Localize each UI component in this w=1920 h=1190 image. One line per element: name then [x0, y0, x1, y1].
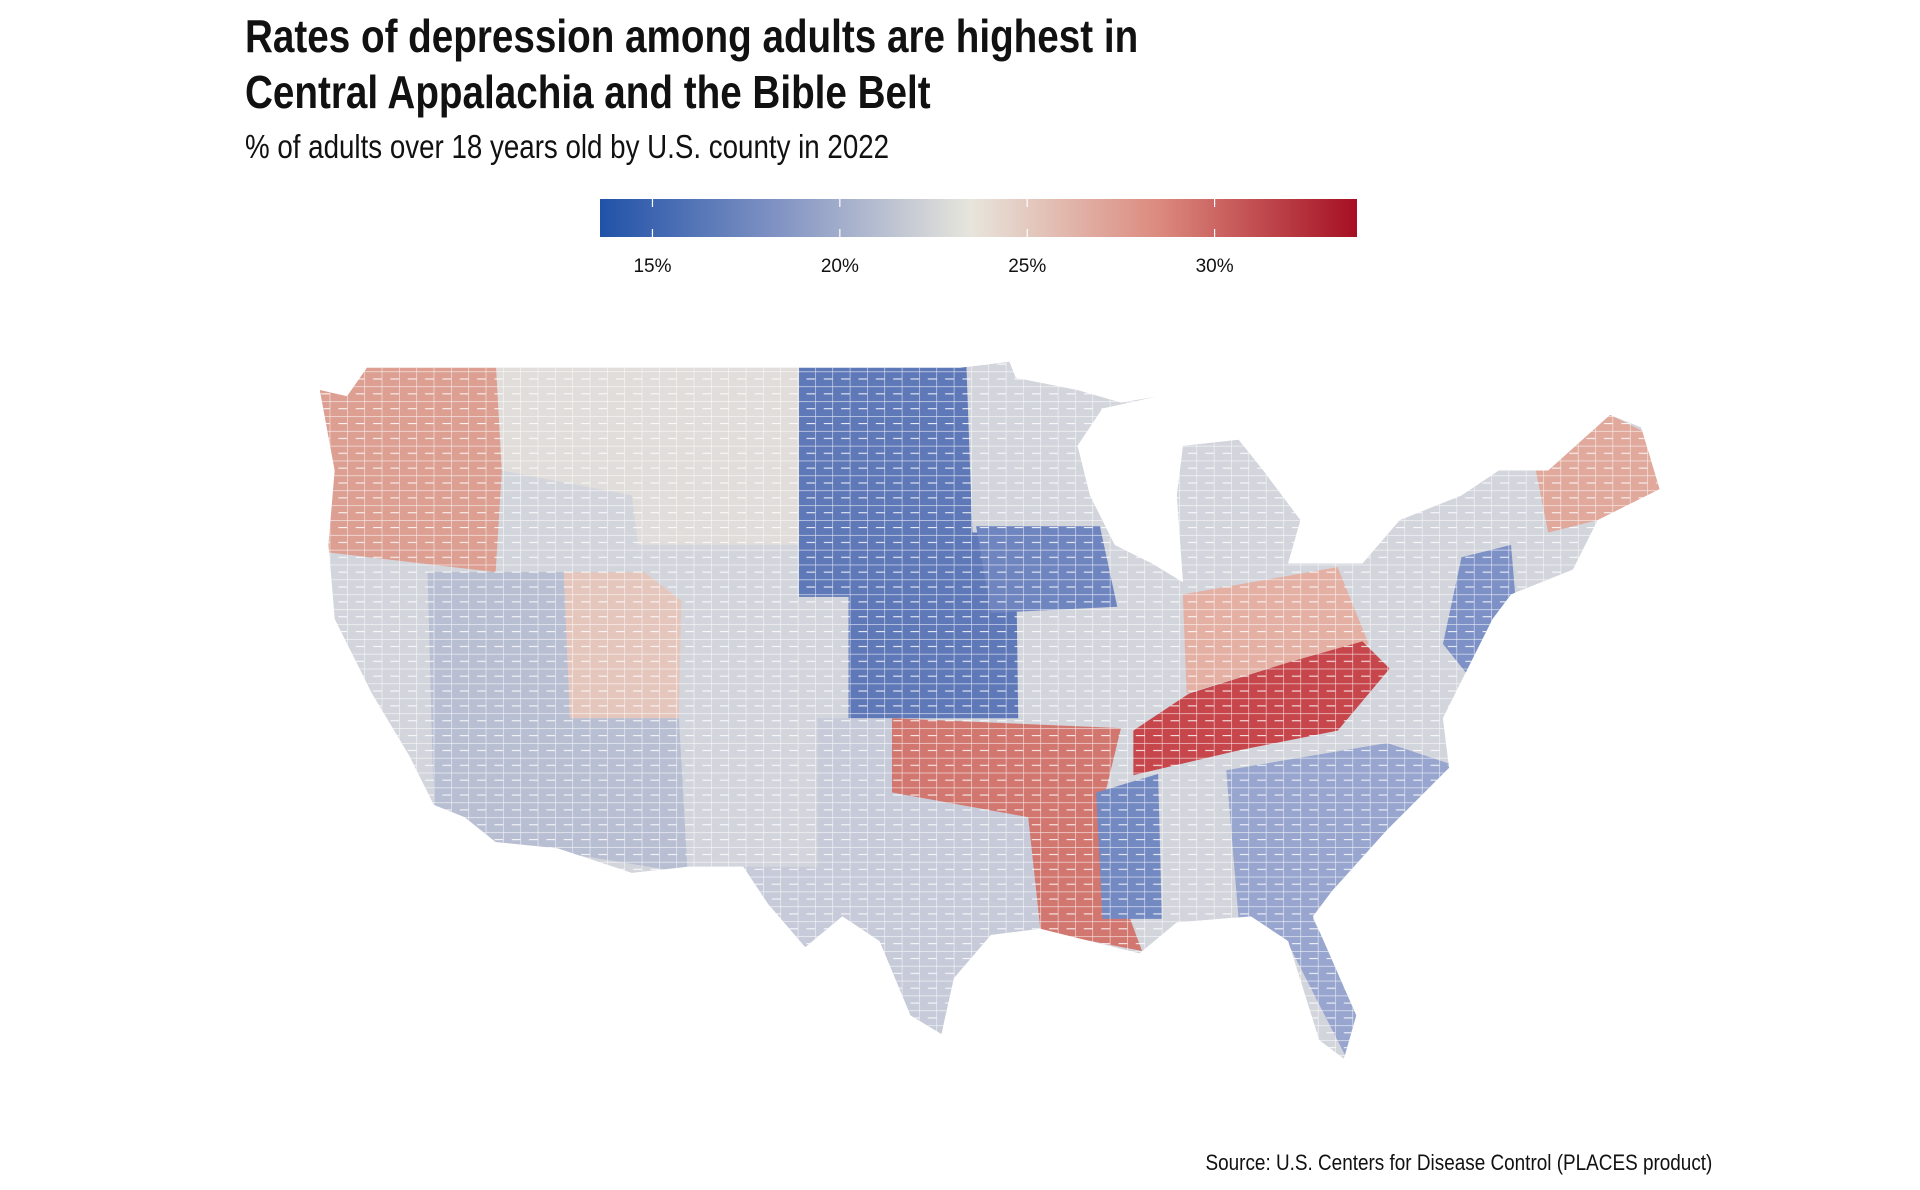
legend-tick-label: 30% [1196, 256, 1234, 277]
chart-subtitle: % of adults over 18 years old by U.S. co… [245, 128, 890, 165]
legend-colorbar [600, 199, 1357, 237]
title-line-2: Central Appalachia and the Bible Belt [245, 66, 931, 118]
legend-tick-label: 20% [821, 256, 859, 277]
legend-tick-label: 15% [633, 256, 671, 277]
title-line-1: Rates of depression among adults are hig… [245, 10, 1139, 62]
color-legend: 15% 20% 25% 30% [600, 199, 1357, 277]
legend-tick-label: 25% [1008, 256, 1046, 277]
source-note: Source: U.S. Centers for Disease Control… [1205, 1150, 1712, 1175]
chart-title: Rates of depression among adults are hig… [245, 8, 1138, 120]
